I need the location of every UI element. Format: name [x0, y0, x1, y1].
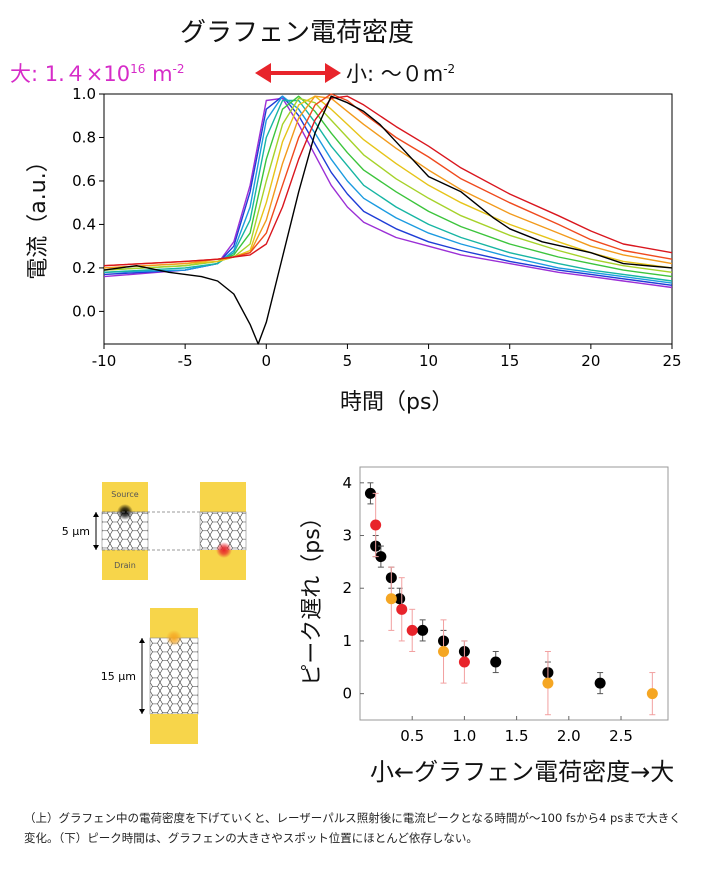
high-density-label: 大: 1.４×1016 m-2 — [10, 58, 185, 88]
y-tick-label: 0.6 — [72, 172, 96, 190]
plot-frame — [359, 466, 669, 721]
data-point-series-1 — [370, 519, 382, 531]
data-point-series-0 — [490, 656, 502, 668]
drain-label: Drain — [114, 561, 136, 570]
data-point-series-1 — [406, 624, 418, 636]
series-line-10 — [103, 95, 673, 345]
data-point-series-0 — [394, 593, 406, 605]
current-vs-time-chart: -10 -5 0 5 10 15 20 25 0.0 0.2 0.4 0.6 0.8 1.0 — [72, 85, 681, 370]
x-tick-label: 15 — [500, 352, 519, 370]
series-line-8 — [103, 93, 673, 267]
figure-caption: （上）グラフェン中の電荷密度を下げていくと、レーザーパルス照射後に電流ピークとな… — [24, 811, 681, 845]
y-tick-label: 1 — [342, 632, 352, 650]
y-tick-label: 3 — [342, 527, 352, 545]
data-point-series-2 — [542, 677, 554, 689]
laser-spot-red — [216, 542, 232, 558]
y-tick-label: 0.8 — [72, 128, 96, 146]
chart-title: グラフェン電荷密度 — [180, 18, 415, 48]
x-tick-label: 1.5 — [505, 727, 529, 745]
x-tick-label: -5 — [178, 352, 193, 370]
plot-frame — [103, 93, 673, 345]
y-tick-label: 0.0 — [72, 302, 96, 320]
y-tick-label: 2 — [342, 579, 352, 597]
data-point-series-1 — [458, 656, 470, 668]
laser-spot-orange — [166, 630, 182, 646]
data-point-series-2 — [438, 645, 450, 657]
series-line-3 — [103, 99, 673, 282]
data-point-series-0 — [417, 624, 429, 636]
series-line-9 — [103, 95, 673, 267]
y-tick-label: 0.2 — [72, 259, 96, 277]
low-density-value: 小: ～０m — [346, 62, 444, 86]
source-pad — [200, 482, 246, 512]
top-y-axis-label: 電流（a.u.） — [26, 150, 51, 280]
data-point-series-0 — [375, 551, 387, 563]
bottom-y-axis-label: ピーク遅れ（ps） — [300, 506, 325, 686]
series-line-4 — [103, 95, 673, 278]
drain-pad — [150, 714, 198, 744]
graphene-sheet — [149, 637, 199, 715]
series-line-2 — [103, 95, 673, 284]
data-point-series-1 — [396, 603, 408, 615]
double-arrow-icon — [255, 63, 341, 83]
series-line-1 — [103, 95, 673, 286]
x-tick-label: 25 — [662, 352, 681, 370]
bottom-x-axis-label: 小←グラフェン電荷密度→大 — [370, 758, 675, 786]
low-density-label: 小: ～０m-2 — [346, 58, 455, 88]
device-small-1: Source Drain — [101, 482, 149, 580]
x-tick-label: 5 — [343, 352, 353, 370]
data-point-series-0 — [364, 487, 376, 499]
data-point-series-2 — [385, 593, 397, 605]
y-tick-label: 0.4 — [72, 215, 96, 233]
x-tick-label: 1.0 — [452, 727, 476, 745]
device-diagrams: Source Drain 5 µm 15 µm — [62, 482, 247, 744]
low-density-exponent: -2 — [443, 62, 456, 76]
device-large — [149, 608, 199, 744]
series-line-0 — [103, 97, 673, 289]
y-tick-label: 4 — [342, 474, 352, 492]
x-tick-label: 20 — [581, 352, 600, 370]
data-point-series-2 — [646, 688, 658, 700]
high-density-unit-exponent: -2 — [172, 62, 185, 76]
device-small-2 — [199, 482, 247, 580]
width-label-small: 5 µm — [62, 525, 90, 538]
series-line-5 — [103, 97, 673, 273]
drain-pad — [102, 550, 148, 580]
x-tick-label: 0.5 — [400, 727, 424, 745]
x-tick-label: 0 — [262, 352, 272, 370]
peak-delay-chart: 0.5 1.0 1.5 2.0 2.5 0 1 2 3 4 — [342, 466, 669, 745]
y-tick-label: 1.0 — [72, 85, 96, 103]
high-density-exponent: 16 — [130, 62, 146, 76]
x-tick-label: -10 — [92, 352, 117, 370]
x-tick-label: 2.5 — [609, 727, 633, 745]
source-label: Source — [111, 490, 139, 499]
high-density-unit: m — [145, 62, 173, 86]
x-tick-label: 2.0 — [557, 727, 581, 745]
high-density-value: 大: 1.４×10 — [10, 62, 131, 86]
top-x-axis-label: 時間（ps） — [340, 390, 454, 415]
data-point-series-0 — [594, 677, 606, 689]
width-label-large: 15 µm — [101, 670, 136, 683]
x-tick-label: 10 — [419, 352, 438, 370]
y-tick-label: 0 — [342, 685, 352, 703]
